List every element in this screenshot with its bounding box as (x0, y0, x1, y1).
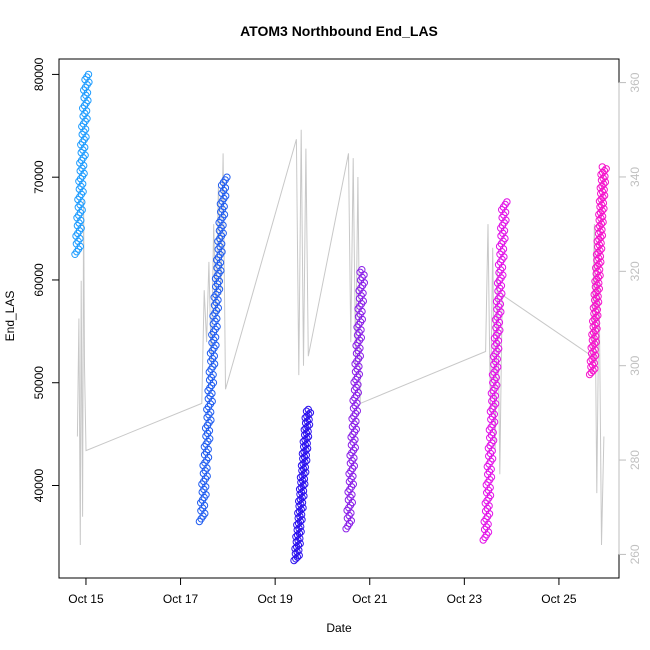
data-point (596, 247, 604, 255)
data-point (598, 207, 606, 215)
data-point (598, 231, 607, 240)
data-point (597, 239, 605, 247)
x-tick-label: Oct 25 (541, 592, 577, 606)
data-point (594, 268, 602, 276)
x-axis: Oct 15 Oct 17 Oct 19 Oct 21 Oct 23 Oct 25 (68, 577, 577, 606)
data-point (589, 367, 597, 375)
data-point (598, 201, 606, 209)
x-axis-label: Date (326, 621, 352, 635)
data-point (599, 174, 607, 183)
points-layer (71, 70, 610, 565)
data-point (595, 260, 603, 268)
x-tick-label: Oct 23 (447, 592, 483, 606)
data-point (599, 193, 607, 202)
y2-axis: 260 280 300 320 340 360 (618, 72, 642, 564)
data-point (593, 325, 601, 333)
y-axis: 40000 50000 60000 70000 80000 (32, 57, 60, 502)
data-point (600, 180, 608, 188)
secondary-line-layer (76, 129, 605, 546)
y-tick-label: 80000 (32, 57, 46, 91)
x-tick-label: Oct 19 (257, 592, 293, 606)
data-point (591, 321, 599, 329)
data-point (594, 273, 603, 282)
data-point (594, 298, 603, 306)
data-point (590, 353, 598, 362)
x-tick-label: Oct 15 (68, 592, 104, 606)
data-point (596, 228, 604, 236)
y2-tick-label: 360 (628, 72, 642, 92)
data-point (598, 188, 607, 196)
data-point (601, 172, 609, 181)
y-tick-label: 60000 (32, 263, 46, 297)
data-point (597, 214, 605, 223)
y2-tick-label: 280 (628, 450, 642, 470)
data-point (223, 173, 231, 181)
data-point (591, 346, 599, 354)
data-point (600, 191, 609, 200)
data-point (358, 266, 366, 274)
data-point (599, 199, 608, 207)
data-point (302, 407, 311, 415)
y-tick-label: 50000 (32, 366, 46, 400)
data-point (598, 163, 606, 171)
data-point (84, 70, 93, 79)
data-point (590, 340, 599, 348)
data-point (594, 311, 602, 320)
data-point (598, 226, 606, 234)
data-point (601, 178, 610, 186)
data-point (591, 365, 599, 373)
y-axis-label: End_LAS (3, 291, 17, 342)
data-point (592, 294, 601, 302)
data-point (593, 281, 601, 289)
y-tick-label: 40000 (32, 468, 46, 502)
data-point (592, 319, 601, 327)
data-point (596, 271, 604, 280)
data-point (593, 306, 601, 314)
data-point (598, 212, 607, 221)
data-point (588, 361, 597, 369)
x-tick-label: Oct 17 (163, 592, 199, 606)
y2-tick-label: 320 (628, 261, 642, 281)
data-point (595, 279, 603, 287)
data-point (304, 405, 312, 414)
data-point (503, 198, 511, 206)
data-point (595, 241, 604, 249)
data-point (591, 327, 599, 335)
data-point (600, 186, 608, 194)
secondary-series-line (76, 129, 605, 546)
data-point (589, 348, 597, 356)
data-point (600, 167, 609, 175)
data-point (590, 359, 598, 367)
data-point (597, 258, 605, 266)
data-point (595, 254, 603, 262)
data-point (594, 292, 602, 301)
data-point (602, 165, 610, 173)
data-point (599, 218, 607, 226)
y2-tick-label: 300 (628, 355, 642, 375)
chart-title: ATOM3 Northbound End_LAS (240, 23, 438, 39)
data-point (595, 285, 603, 293)
y2-tick-label: 340 (628, 167, 642, 187)
data-point (590, 334, 598, 342)
data-point (591, 308, 600, 316)
data-point (600, 205, 608, 213)
data-point (596, 252, 605, 261)
data-point (592, 338, 600, 346)
y2-tick-label: 260 (628, 544, 642, 564)
data-point (595, 266, 604, 274)
x-tick-label: Oct 21 (352, 592, 388, 606)
data-point (597, 220, 606, 228)
data-point (591, 351, 600, 360)
data-point (593, 300, 601, 308)
data-point (592, 332, 600, 341)
data-point (593, 287, 602, 295)
y-tick-label: 70000 (32, 160, 46, 194)
data-point (592, 313, 600, 322)
data-point (597, 245, 606, 253)
data-point (597, 233, 605, 242)
